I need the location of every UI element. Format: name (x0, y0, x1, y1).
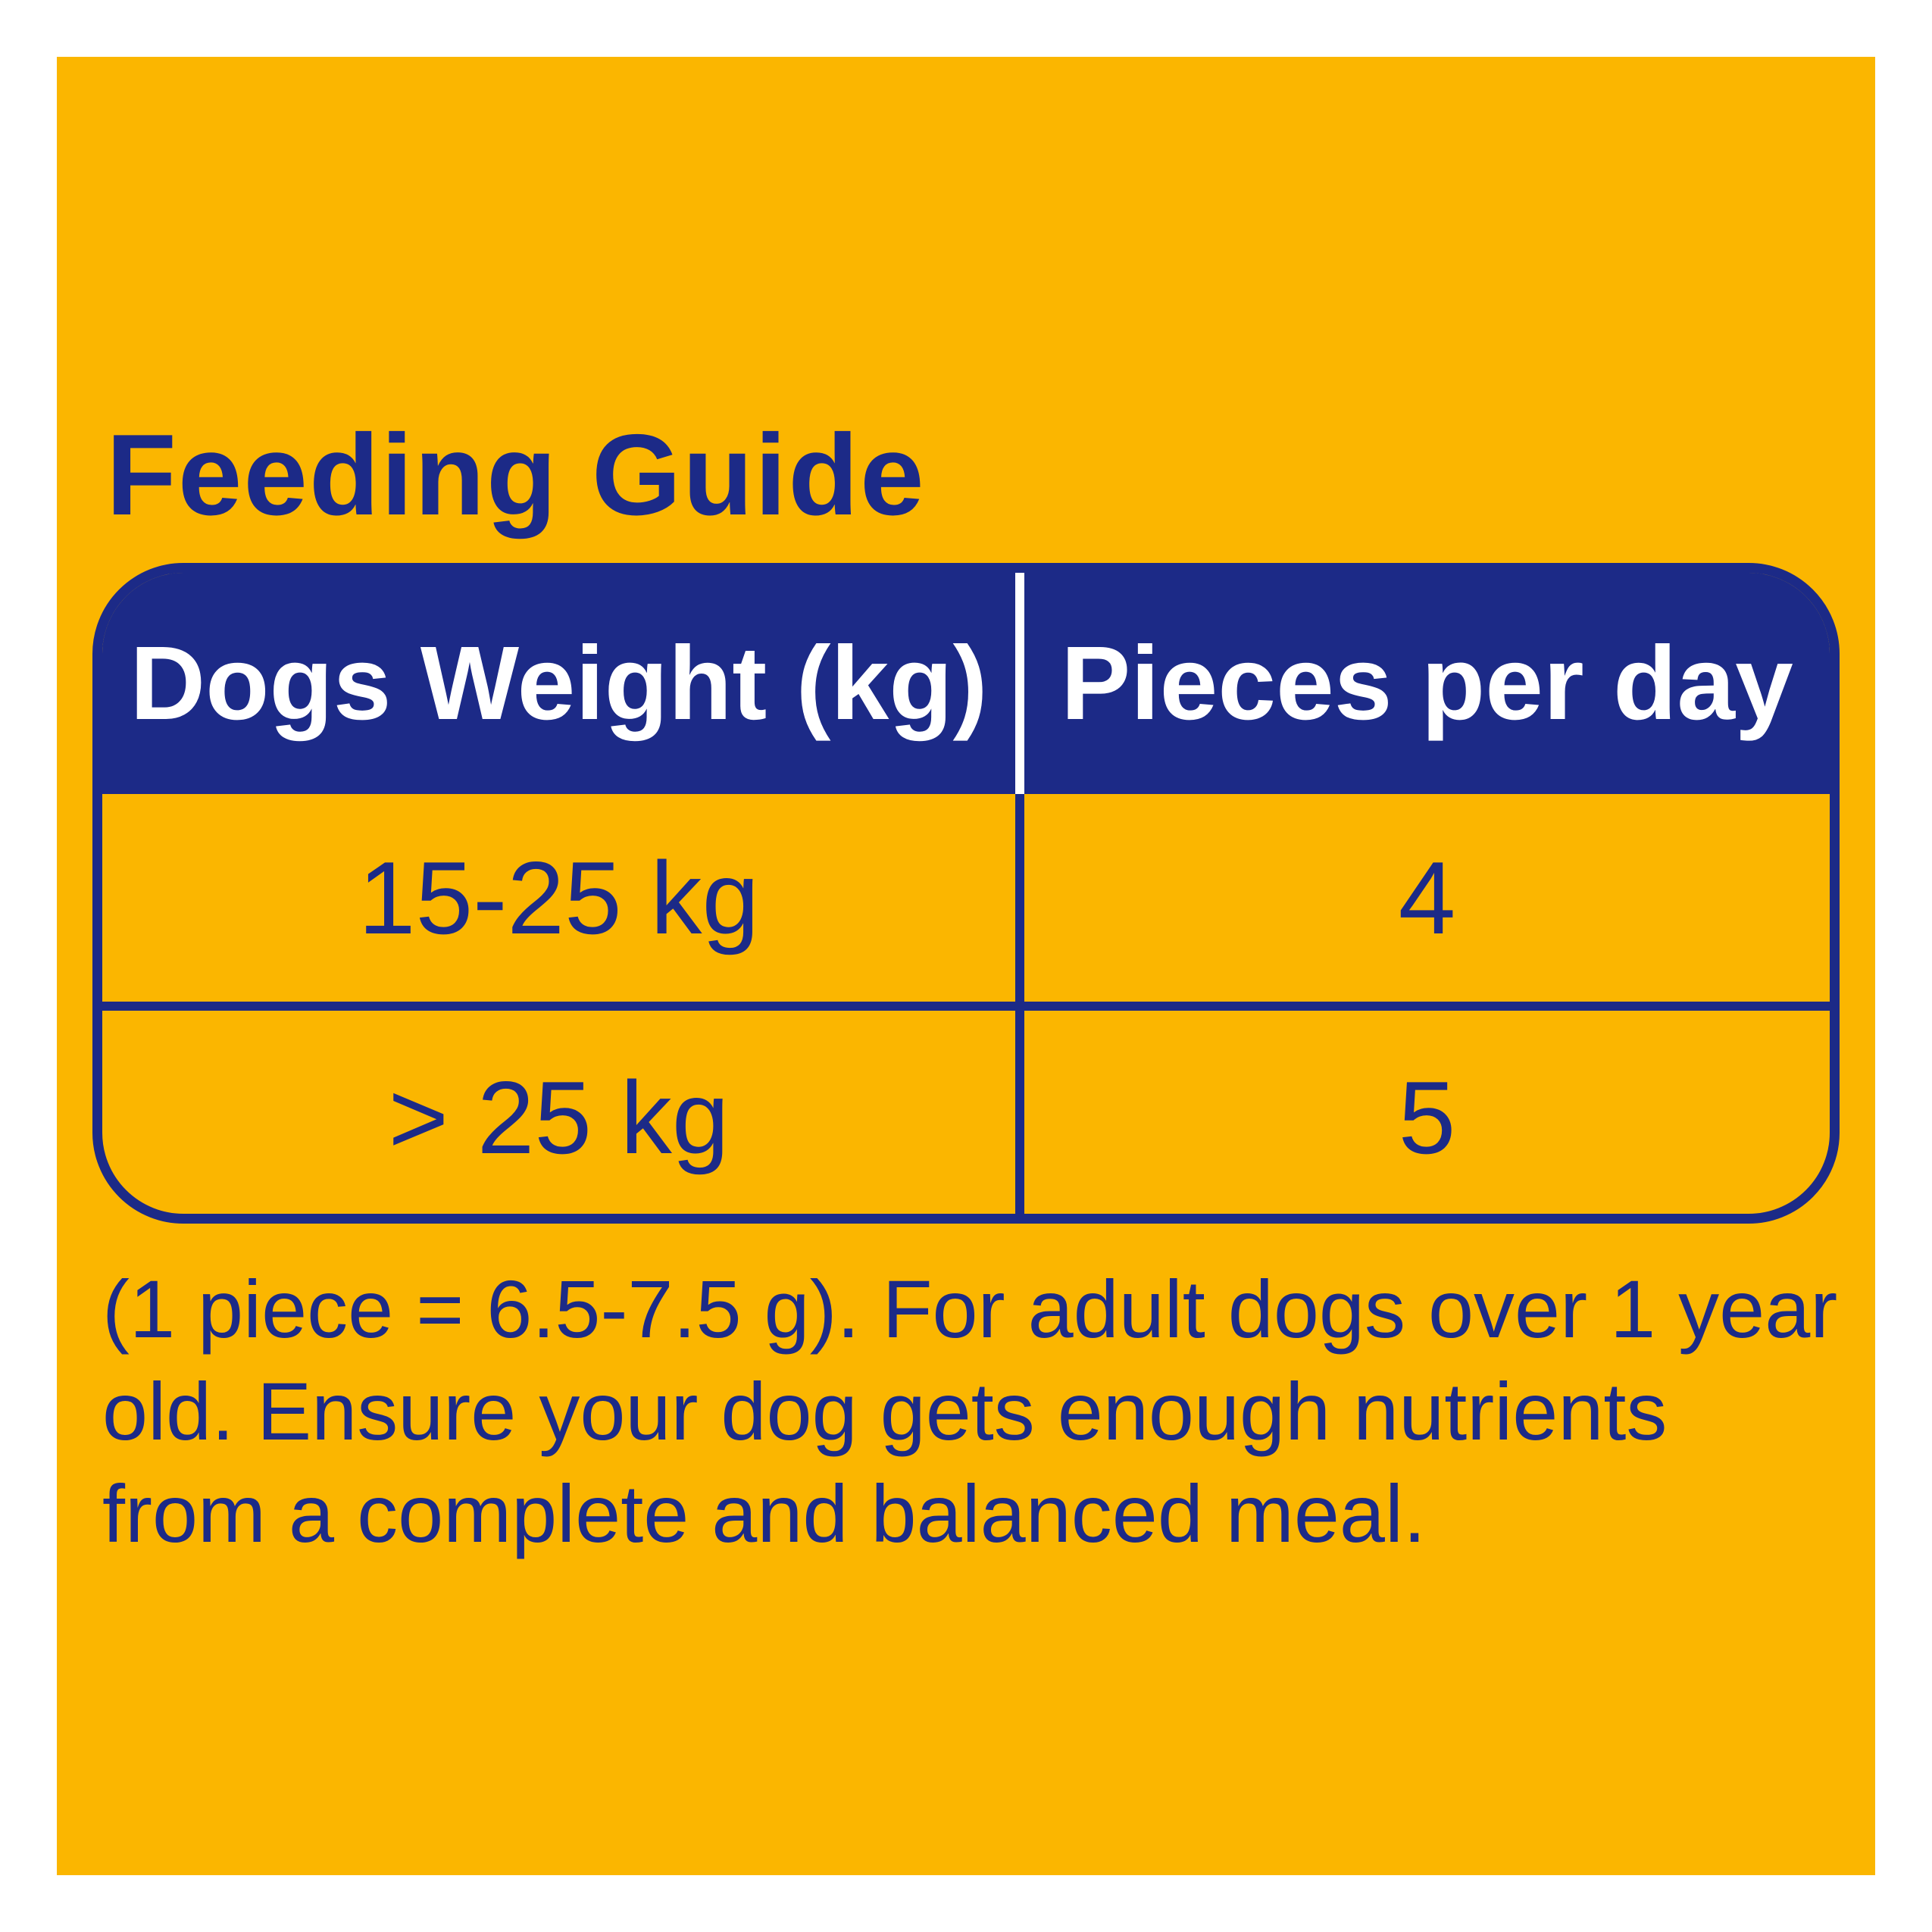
header-divider (1015, 573, 1024, 794)
header-dogs-weight: Dogs Weight (kg) (102, 573, 1015, 794)
note-line: from a complete and balanced meal. (102, 1468, 1426, 1559)
row-divider (102, 1002, 1830, 1011)
table-cell-pieces-2: 5 (1398, 1059, 1456, 1175)
header-pieces-per-day: Pieces per day (1024, 573, 1830, 794)
table-cell-weight-2: > 25 kg (388, 1059, 730, 1175)
page-title: Feeding Guide (106, 411, 926, 539)
feeding-note: (1 piece = 6.5-7.5 g). For adult dogs ov… (102, 1258, 1860, 1565)
note-line: (1 piece = 6.5-7.5 g). For adult dogs ov… (102, 1263, 1838, 1355)
table-cell-weight-1: 15-25 kg (358, 840, 760, 955)
table-cell-pieces-1: 4 (1398, 840, 1456, 955)
feeding-table: Dogs Weight (kg) Pieces per day 15-25 kg… (92, 563, 1840, 1224)
note-line: old. Ensure your dog gets enough nutrien… (102, 1365, 1668, 1457)
